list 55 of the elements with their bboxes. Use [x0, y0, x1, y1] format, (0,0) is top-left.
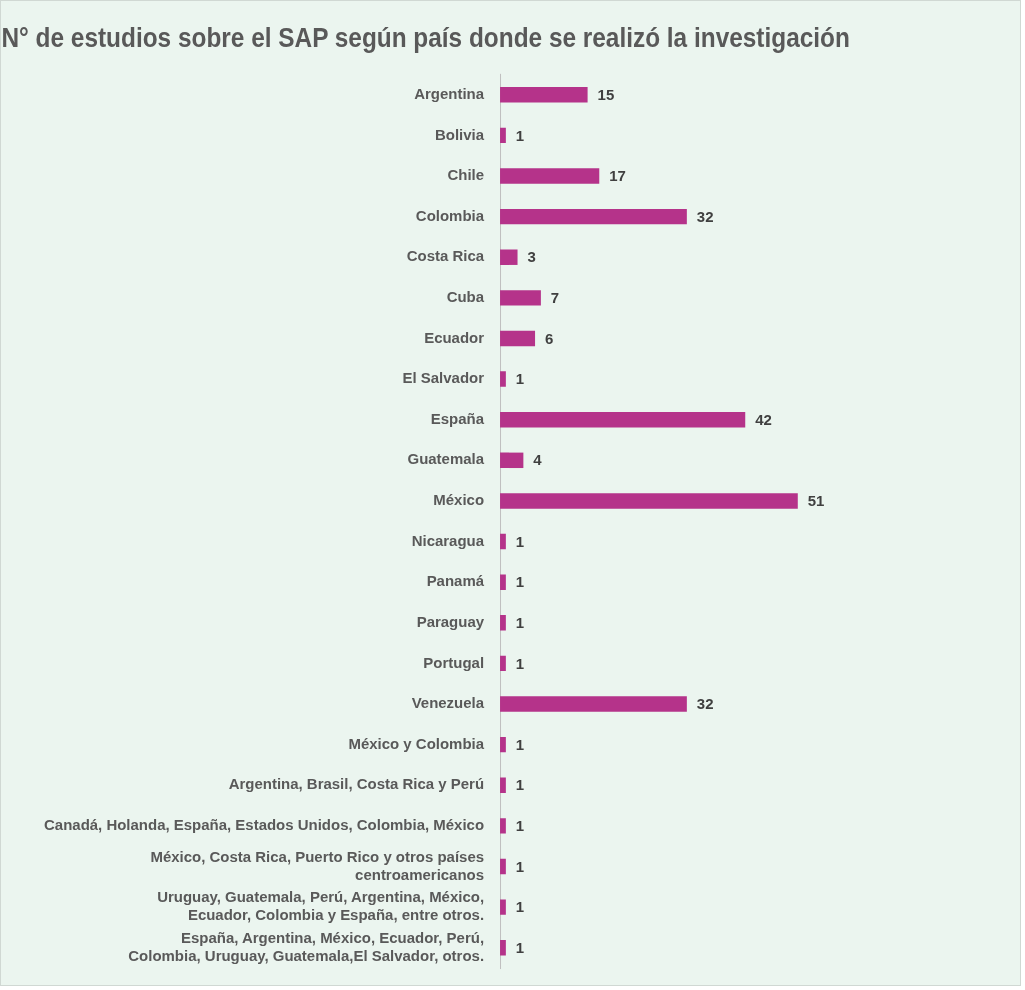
bar — [500, 249, 518, 265]
data-label: 32 — [696, 695, 714, 713]
data-label: 15 — [597, 85, 615, 103]
data-label: 1 — [515, 898, 525, 916]
bar — [500, 168, 600, 184]
bar — [500, 411, 746, 428]
bar — [500, 493, 798, 509]
y-tick-label: México y Colombia — [348, 734, 485, 752]
bar — [500, 290, 541, 306]
y-tick-label: Uruguay, Guatemala, Perú, Argentina, México, Ecuador, Colombia y España, entre otros. — [157, 888, 485, 924]
y-tick-label: Nicaragua — [411, 531, 485, 549]
bar — [500, 330, 536, 347]
y-tick-label: Colombia — [415, 206, 485, 224]
data-label: 1 — [515, 613, 525, 631]
y-tick-label: Costa Rica — [406, 247, 485, 265]
data-label: 1 — [515, 938, 525, 956]
data-label: 51 — [807, 492, 825, 510]
chart-title: N° de estudios sobre el SAP según país donde se realizó la investigación — [1, 21, 850, 54]
y-tick-label: Guatemala — [407, 450, 485, 468]
bar — [500, 87, 588, 103]
y-tick-label: Cuba — [446, 287, 485, 305]
data-label: 1 — [515, 573, 525, 591]
y-tick-label: Argentina, Brasil, Costa Rica y Perú — [228, 775, 485, 793]
data-label: 1 — [515, 532, 525, 550]
y-tick-label: El Salvador — [402, 369, 485, 387]
bar — [500, 452, 524, 469]
data-label: 1 — [515, 857, 525, 875]
data-label: 17 — [609, 167, 626, 185]
y-tick-label: Argentina — [414, 84, 485, 102]
data-label: 6 — [545, 329, 554, 347]
y-tick-label: México — [433, 491, 485, 509]
y-tick-label: Bolivia — [434, 125, 485, 143]
y-tick-label: España, Argentina, México, Ecuador, Perú, Colombia, Uruguay, Guatemala,El Salvador, otros. — [128, 928, 485, 964]
y-tick-label: Panamá — [426, 572, 485, 590]
data-label: 1 — [515, 126, 525, 144]
bar — [500, 696, 687, 712]
y-tick-label: Portugal — [423, 653, 485, 671]
y-tick-label: Paraguay — [416, 612, 485, 630]
y-tick-label: España — [430, 409, 485, 427]
data-label: 32 — [696, 207, 714, 225]
y-tick-label: Venezuela — [411, 694, 485, 712]
y-tick-label: Canadá, Holanda, España, Estados Unidos, Colombia, México — [44, 816, 485, 834]
data-label: 4 — [533, 451, 543, 469]
data-label: 1 — [515, 776, 525, 794]
data-label: 7 — [550, 288, 560, 306]
y-tick-label: Chile — [447, 166, 485, 184]
data-label: 1 — [515, 654, 525, 672]
y-tick-label: México, Costa Rica, Puerto Rico y otros países centroamericanos — [150, 847, 485, 883]
bar — [500, 208, 687, 225]
data-label: 1 — [515, 817, 525, 834]
data-label: 3 — [527, 248, 536, 266]
data-label: 1 — [515, 735, 525, 753]
y-tick-label: Ecuador — [424, 328, 485, 346]
data-label: 1 — [515, 370, 525, 388]
data-label: 42 — [755, 410, 772, 428]
